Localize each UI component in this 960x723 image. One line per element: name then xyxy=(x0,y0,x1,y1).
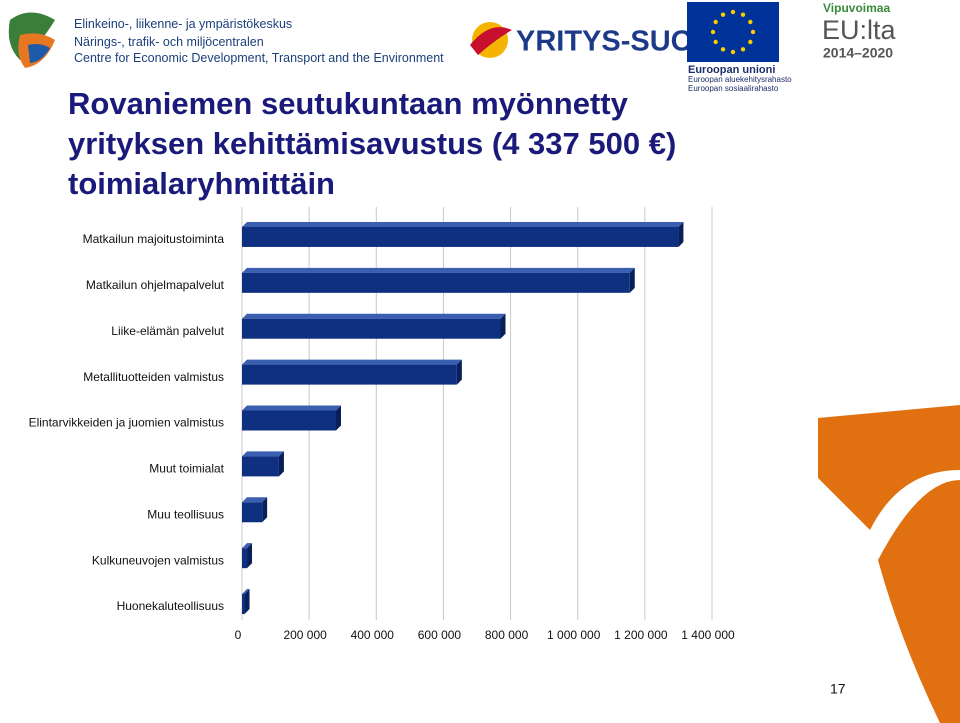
bar-side xyxy=(456,359,462,385)
y-tick-label: Matkailun majoitustoiminta xyxy=(83,232,225,246)
y-tick-label: Huonekaluteollisuus xyxy=(117,599,224,613)
eu-star xyxy=(748,39,753,45)
eu-star xyxy=(730,49,736,55)
bar-top xyxy=(242,497,268,503)
bar-front xyxy=(242,410,336,431)
eu-star xyxy=(750,29,756,35)
bar-top xyxy=(242,405,341,411)
eu-star xyxy=(713,19,718,25)
bar-top xyxy=(242,589,250,595)
y-tick-label: Muut toimialat xyxy=(149,462,224,476)
x-tick-label: 200 000 xyxy=(283,628,327,642)
eu-star xyxy=(710,29,716,35)
x-tick-label: 1 000 000 xyxy=(547,628,601,642)
bar-side xyxy=(278,451,284,477)
bar xyxy=(242,267,635,293)
bar-side xyxy=(500,313,506,339)
logo-mark xyxy=(470,27,512,55)
y-tick-label: Muu teollisuus xyxy=(147,507,224,521)
bar-top xyxy=(242,359,462,365)
ely-line: Centre for Economic Development, Transpo… xyxy=(74,51,444,65)
bar-top xyxy=(242,267,635,273)
bar xyxy=(242,405,341,431)
bar-front xyxy=(242,364,457,385)
bar xyxy=(242,543,253,569)
decoration xyxy=(925,535,960,570)
ely-line: Närings-, trafik- och miljöcentralen xyxy=(74,35,264,49)
eu-star xyxy=(740,12,746,17)
bar xyxy=(242,221,684,247)
x-tick-label: 1 200 000 xyxy=(614,628,668,642)
x-tick-label: 800 000 xyxy=(485,628,529,642)
chart-title: Rovaniemen seutukuntaan myönnetty yrityk… xyxy=(68,86,677,201)
eu-line: Euroopan aluekehitysrahasto xyxy=(688,75,792,84)
x-tick-label: 1 400 000 xyxy=(681,628,735,642)
eu-star xyxy=(730,9,736,15)
bar-front xyxy=(242,272,630,293)
eu-star xyxy=(740,47,746,52)
vipu-title: Vipuvoimaa xyxy=(823,1,890,15)
x-tick-label: 600 000 xyxy=(418,628,462,642)
bar-side xyxy=(336,405,341,431)
bar-side xyxy=(247,543,253,569)
bar-top xyxy=(242,543,253,549)
vipu-main: EU:lta xyxy=(822,15,897,45)
bar-front xyxy=(242,226,679,247)
x-tick-label: 0 xyxy=(235,628,242,642)
ely-line: Elinkeino-, liikenne- ja ympäristökeskus xyxy=(74,17,293,31)
eu-stars xyxy=(710,9,756,55)
decoration xyxy=(818,405,960,530)
bar-top xyxy=(242,313,506,319)
bar-front xyxy=(242,594,245,615)
bar-side xyxy=(262,497,268,523)
eu-star xyxy=(720,12,726,17)
decoration xyxy=(878,480,960,723)
y-tick-label: Liike-elämän palvelut xyxy=(111,324,224,338)
y-tick-label: Elintarvikkeiden ja juomien valmistus xyxy=(29,416,224,430)
bar-front xyxy=(242,548,248,569)
bar-front xyxy=(242,456,279,477)
bar-side xyxy=(678,221,684,247)
bar xyxy=(242,451,284,477)
bar-side xyxy=(629,267,635,293)
eu-star xyxy=(748,19,753,25)
x-tick-label: 400 000 xyxy=(351,628,395,642)
bar xyxy=(242,497,268,523)
y-tick-label: Metallituotteiden valmistus xyxy=(83,370,224,384)
bar-front xyxy=(242,502,263,523)
bar xyxy=(242,589,250,615)
bar-top xyxy=(242,221,684,227)
eu-star xyxy=(713,39,718,45)
y-tick-label: Matkailun ohjelmapalvelut xyxy=(86,278,225,292)
bar-side xyxy=(244,589,250,615)
bar-front xyxy=(242,318,501,339)
eu-star xyxy=(720,47,726,52)
page-number: 17 xyxy=(830,681,846,697)
bar xyxy=(242,359,462,385)
bar-top xyxy=(242,451,284,457)
eu-line: Euroopan sosiaalirahasto xyxy=(688,84,779,93)
bar xyxy=(242,313,506,339)
logo-leaf xyxy=(28,44,50,63)
y-tick-label: Kulkuneuvojen valmistus xyxy=(92,553,224,567)
vipu-years: 2014–2020 xyxy=(823,45,893,61)
eu-title: Euroopan unioni xyxy=(688,64,775,76)
